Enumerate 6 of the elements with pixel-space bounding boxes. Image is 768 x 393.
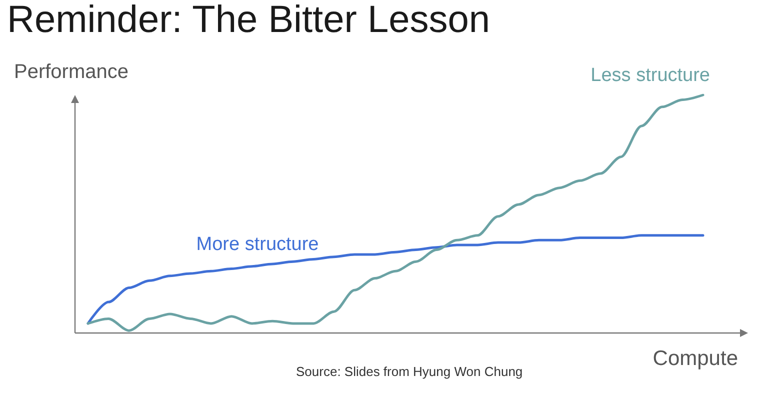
source-note: Source: Slides from Hyung Won Chung [296, 364, 523, 379]
series-label: Less structure [590, 65, 710, 86]
y-axis-title: Performance [14, 61, 128, 83]
series-label: More structure [196, 234, 319, 255]
x-axis-title: Compute [652, 347, 738, 370]
chart-title: Reminder: The Bitter Lesson [7, 0, 490, 41]
